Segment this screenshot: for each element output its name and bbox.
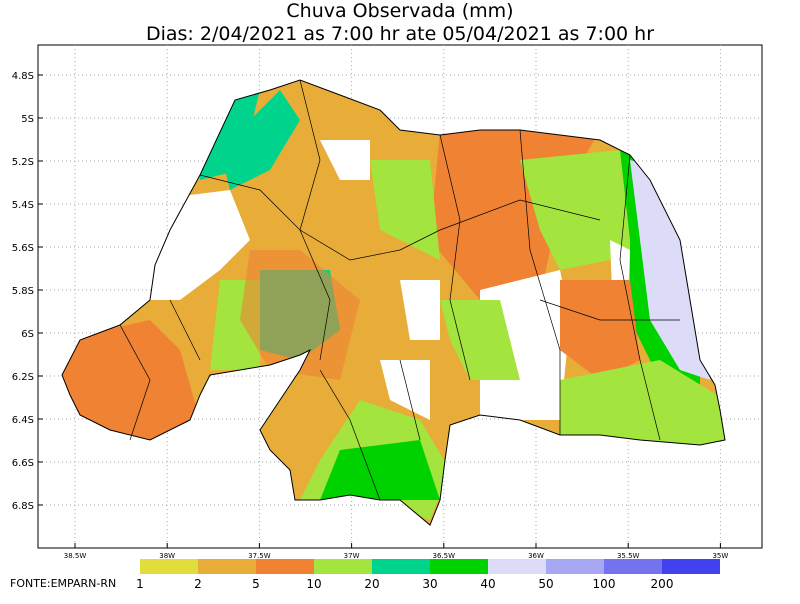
legend-label: 10 xyxy=(306,577,321,591)
legend-label: 5 xyxy=(252,577,260,591)
municipal-borders xyxy=(119,79,680,501)
legend-swatch xyxy=(256,559,314,574)
legend-label: 30 xyxy=(422,577,437,591)
latitude-labels: 4.8S 5S 5.2S 5.4S 5.6S 5.8S 6S 6.2S 6.4S 6.6S 6.8S xyxy=(12,71,43,512)
longitude-label: 35.5W xyxy=(617,552,640,560)
legend-swatch xyxy=(662,559,720,574)
latitude-label: 5.8S xyxy=(12,286,34,297)
latitude-label: 4.8S xyxy=(12,71,34,82)
legend-label: 1 xyxy=(136,577,144,591)
legend-label: 100 xyxy=(593,577,616,591)
map-title: Chuva Observada (mm) xyxy=(286,0,513,22)
longitude-label: 36W xyxy=(528,552,544,560)
legend: 1 2 5 10 20 30 40 50 100 200 xyxy=(136,559,720,591)
longitude-label: 38.5W xyxy=(64,552,87,560)
latitude-label: 5S xyxy=(21,114,34,125)
map-subtitle: Dias: 2/04/2021 as 7:00 hr ate 05/04/202… xyxy=(146,23,654,45)
latitude-label: 6.8S xyxy=(12,501,34,512)
latitude-label: 5.2S xyxy=(12,157,34,168)
latitude-label: 5.6S xyxy=(12,243,34,254)
latitude-label: 6.6S xyxy=(12,458,34,469)
legend-swatch xyxy=(604,559,662,574)
legend-swatch xyxy=(140,559,198,574)
rainfall-field xyxy=(62,80,725,525)
longitude-label: 37.5W xyxy=(248,552,271,560)
legend-swatch xyxy=(546,559,604,574)
longitude-label: 38W xyxy=(159,552,175,560)
legend-label: 2 xyxy=(194,577,202,591)
latitude-label: 5.4S xyxy=(12,200,34,211)
legend-label: 40 xyxy=(480,577,495,591)
latitude-label: 6.4S xyxy=(12,415,34,426)
legend-swatch xyxy=(430,559,488,574)
legend-swatch xyxy=(314,559,372,574)
longitude-label: 36.5W xyxy=(433,552,456,560)
source: FONTE:EMPARN-RN xyxy=(10,577,116,590)
legend-label: 200 xyxy=(651,577,674,591)
legend-swatch xyxy=(488,559,546,574)
legend-swatch xyxy=(372,559,430,574)
longitude-labels: 38.5W 38W 37.5W 37W 36.5W 36W 35.5W 35W xyxy=(64,543,728,560)
latitude-label: 6S xyxy=(21,329,34,340)
legend-label: 20 xyxy=(364,577,379,591)
longitude-label: 35W xyxy=(712,552,728,560)
legend-label: 50 xyxy=(538,577,553,591)
longitude-label: 37W xyxy=(344,552,360,560)
latitude-label: 6.2S xyxy=(12,372,34,383)
legend-swatch xyxy=(198,559,256,574)
